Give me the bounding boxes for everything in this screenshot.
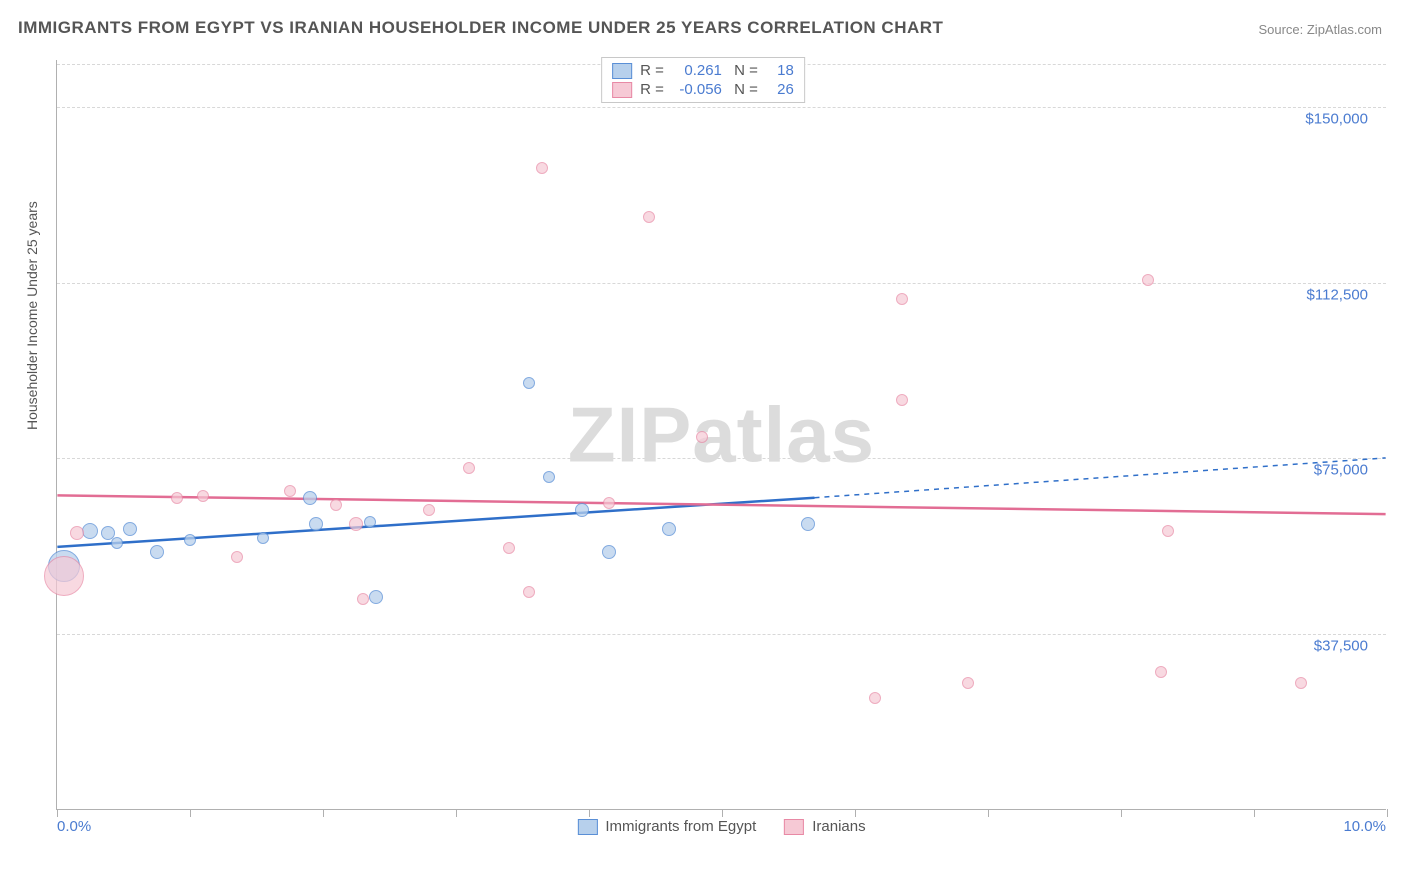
x-tick <box>1254 809 1255 817</box>
trend-lines-layer <box>57 60 1386 809</box>
swatch-icon <box>612 82 632 98</box>
n-label: N = <box>730 62 758 79</box>
x-tick <box>722 809 723 817</box>
r-label: R = <box>640 81 664 98</box>
data-point <box>1295 677 1307 689</box>
data-point <box>962 677 974 689</box>
legend-row-egypt: R = 0.261 N = 18 <box>612 62 794 79</box>
chart-title: IMMIGRANTS FROM EGYPT VS IRANIAN HOUSEHO… <box>18 18 943 38</box>
x-tick <box>57 809 58 817</box>
data-point <box>523 586 535 598</box>
legend-row-iranians: R = -0.056 N = 26 <box>612 81 794 98</box>
legend-label: Iranians <box>812 818 865 835</box>
data-point <box>231 551 243 563</box>
data-point <box>869 692 881 704</box>
legend-bottom: Immigrants from Egypt Iranians <box>577 818 865 835</box>
data-point <box>303 491 317 505</box>
y-axis-label: Householder Income Under 25 years <box>24 201 40 430</box>
legend-label: Immigrants from Egypt <box>605 818 756 835</box>
data-point <box>463 462 475 474</box>
data-point <box>184 534 196 546</box>
r-value: 0.261 <box>672 62 722 79</box>
x-tick <box>1387 809 1388 817</box>
data-point <box>357 593 369 605</box>
n-label: N = <box>730 81 758 98</box>
data-point <box>309 517 323 531</box>
plot-area: ZIPatlas 0.0% 10.0% Immigrants from Egyp… <box>56 60 1386 810</box>
data-point <box>257 532 269 544</box>
data-point <box>603 497 615 509</box>
x-tick <box>988 809 989 817</box>
data-point <box>330 499 342 511</box>
data-point <box>602 545 616 559</box>
x-tick-max: 10.0% <box>1343 818 1386 835</box>
swatch-icon <box>612 63 632 79</box>
n-value: 26 <box>766 81 794 98</box>
data-point <box>123 522 137 536</box>
data-point <box>82 523 98 539</box>
data-point <box>171 492 183 504</box>
legend-item-iranians: Iranians <box>784 818 865 835</box>
data-point <box>523 377 535 389</box>
data-point <box>662 522 676 536</box>
data-point <box>503 542 515 554</box>
r-value: -0.056 <box>672 81 722 98</box>
r-label: R = <box>640 62 664 79</box>
source-label: Source: ZipAtlas.com <box>1258 22 1382 37</box>
data-point <box>643 211 655 223</box>
data-point <box>536 162 548 174</box>
data-point <box>44 556 84 596</box>
legend-item-egypt: Immigrants from Egypt <box>577 818 756 835</box>
legend-stats: R = 0.261 N = 18 R = -0.056 N = 26 <box>601 57 805 103</box>
data-point <box>150 545 164 559</box>
swatch-icon <box>784 819 804 835</box>
x-tick <box>1121 809 1122 817</box>
data-point <box>801 517 815 531</box>
data-point <box>696 431 708 443</box>
data-point <box>1162 525 1174 537</box>
data-point <box>896 394 908 406</box>
x-tick <box>589 809 590 817</box>
data-point <box>364 516 376 528</box>
data-point <box>111 537 123 549</box>
data-point <box>1155 666 1167 678</box>
swatch-icon <box>577 819 597 835</box>
data-point <box>70 526 84 540</box>
data-point <box>197 490 209 502</box>
data-point <box>423 504 435 516</box>
n-value: 18 <box>766 62 794 79</box>
x-tick-min: 0.0% <box>57 818 91 835</box>
data-point <box>575 503 589 517</box>
data-point <box>1142 274 1154 286</box>
data-point <box>369 590 383 604</box>
x-tick <box>190 809 191 817</box>
data-point <box>349 517 363 531</box>
data-point <box>543 471 555 483</box>
x-tick <box>323 809 324 817</box>
x-tick <box>855 809 856 817</box>
x-tick <box>456 809 457 817</box>
data-point <box>284 485 296 497</box>
data-point <box>896 293 908 305</box>
